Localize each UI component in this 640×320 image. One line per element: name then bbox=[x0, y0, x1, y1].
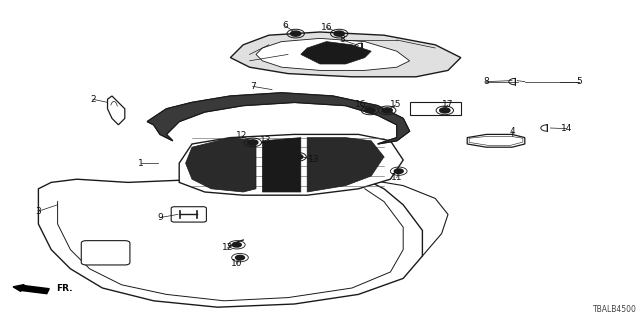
Text: 13: 13 bbox=[260, 136, 271, 145]
Text: 6: 6 bbox=[282, 21, 287, 30]
Text: 3: 3 bbox=[36, 207, 41, 216]
Polygon shape bbox=[230, 32, 461, 77]
Circle shape bbox=[394, 169, 403, 173]
Polygon shape bbox=[38, 173, 422, 307]
Text: 9: 9 bbox=[157, 213, 163, 222]
Circle shape bbox=[267, 145, 277, 150]
Text: 11: 11 bbox=[391, 173, 403, 182]
Polygon shape bbox=[410, 102, 461, 115]
Polygon shape bbox=[186, 138, 256, 192]
Text: 17: 17 bbox=[442, 100, 454, 109]
Polygon shape bbox=[467, 134, 525, 147]
Polygon shape bbox=[179, 134, 403, 195]
Circle shape bbox=[440, 108, 450, 113]
Text: 12: 12 bbox=[236, 132, 248, 140]
FancyBboxPatch shape bbox=[81, 241, 130, 265]
Text: 2: 2 bbox=[90, 95, 95, 104]
Polygon shape bbox=[256, 38, 410, 70]
Polygon shape bbox=[147, 93, 410, 144]
Text: FR.: FR. bbox=[56, 284, 73, 293]
Text: 8: 8 bbox=[484, 77, 489, 86]
Circle shape bbox=[382, 108, 392, 113]
Text: 14: 14 bbox=[561, 124, 572, 133]
Circle shape bbox=[236, 255, 244, 260]
Text: 16: 16 bbox=[355, 100, 366, 109]
Circle shape bbox=[292, 154, 303, 159]
Text: 15: 15 bbox=[390, 100, 401, 109]
Text: 8: 8 bbox=[340, 36, 345, 44]
Text: 5: 5 bbox=[577, 77, 582, 86]
Polygon shape bbox=[147, 93, 410, 144]
Polygon shape bbox=[301, 42, 371, 64]
FancyArrow shape bbox=[13, 284, 49, 294]
Text: 16: 16 bbox=[321, 23, 332, 32]
Text: 1: 1 bbox=[138, 159, 143, 168]
Circle shape bbox=[248, 140, 258, 145]
Text: 4: 4 bbox=[509, 127, 515, 136]
Circle shape bbox=[334, 31, 344, 36]
Circle shape bbox=[365, 108, 375, 113]
Text: 7: 7 bbox=[250, 82, 255, 91]
Text: 13: 13 bbox=[308, 156, 319, 164]
FancyBboxPatch shape bbox=[172, 207, 206, 222]
Polygon shape bbox=[262, 138, 301, 192]
Circle shape bbox=[232, 243, 241, 247]
Text: 10: 10 bbox=[231, 260, 243, 268]
Text: TBALB4500: TBALB4500 bbox=[593, 305, 637, 314]
Text: 12: 12 bbox=[221, 244, 233, 252]
Polygon shape bbox=[307, 138, 384, 192]
Circle shape bbox=[291, 31, 301, 36]
Polygon shape bbox=[108, 96, 125, 125]
